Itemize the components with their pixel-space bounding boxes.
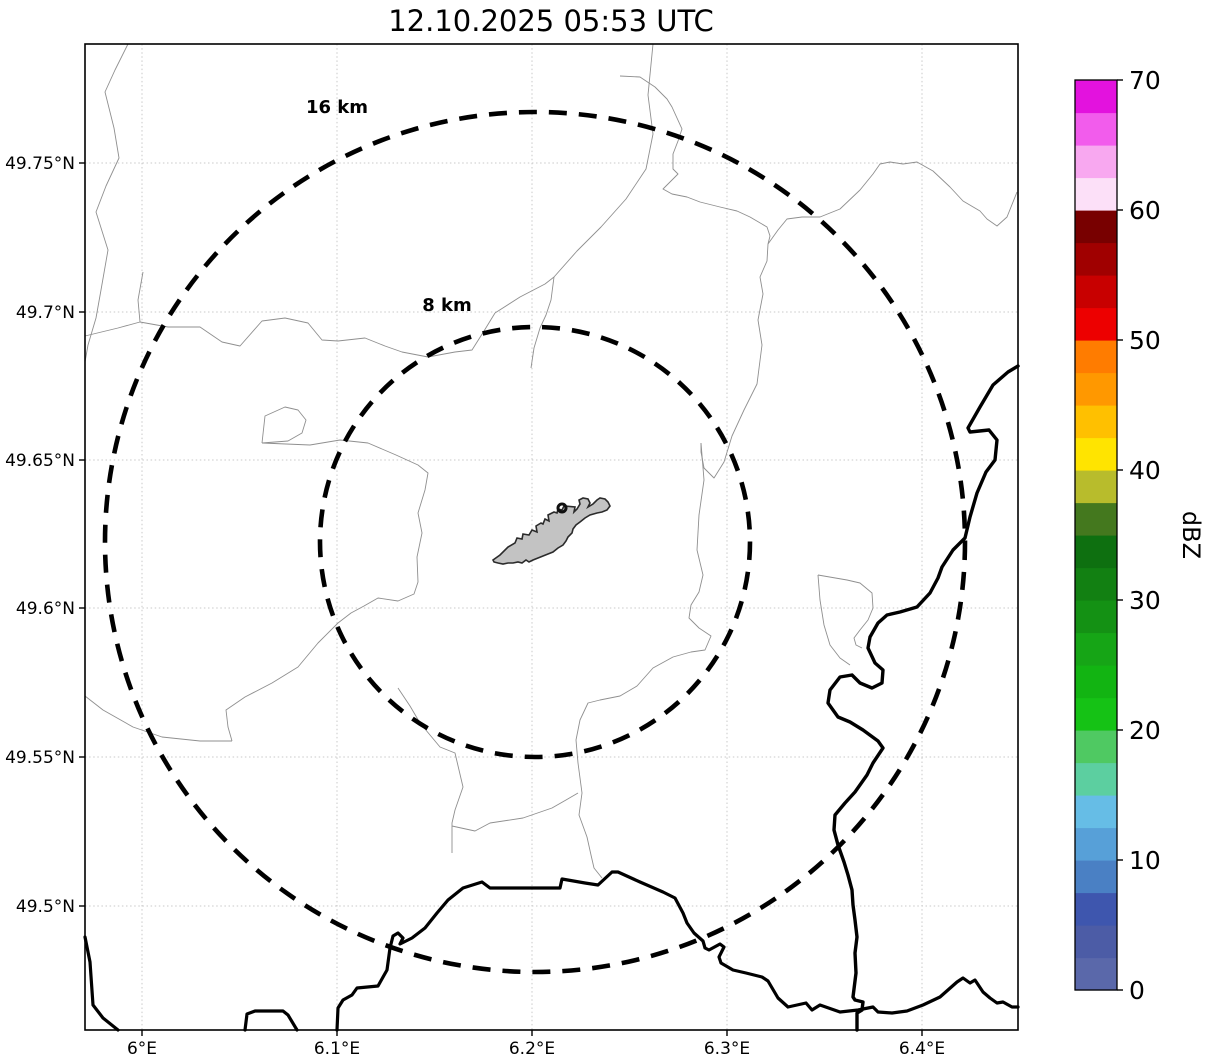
ring-label-16km: 16 km	[306, 97, 368, 118]
river-line-group	[826, 364, 1020, 1032]
airport-outline	[491, 497, 611, 565]
river-moselle-line	[826, 364, 1020, 1032]
x-tick-label: 6.1°E	[314, 1039, 360, 1059]
admin-boundary-line	[817, 574, 874, 649]
colorbar-tick-label: 40	[1129, 456, 1161, 485]
colorbar-tick-label: 20	[1129, 716, 1161, 745]
colorbar-segment	[1075, 177, 1117, 211]
colorbar-tick-label: 60	[1129, 196, 1161, 225]
colorbar-segment	[1075, 925, 1117, 959]
admin-boundary-line	[137, 271, 144, 323]
plot-frame	[84, 43, 1019, 1031]
country-border-line	[243, 1009, 299, 1032]
colorbar-outline	[1074, 79, 1118, 991]
admin-boundary-line	[575, 442, 712, 879]
range-ring-8km	[317, 324, 753, 760]
colorbar-segment	[1075, 502, 1117, 536]
y-tick-label: 49.75°N	[5, 154, 75, 174]
colorbar-segment	[1075, 307, 1117, 341]
admin-boundary-line	[619, 75, 1018, 245]
colorbar-segment	[1075, 827, 1117, 861]
ring-label-8km: 8 km	[422, 295, 472, 316]
colorbar-segment	[1075, 275, 1117, 309]
radar-site-marker	[556, 502, 568, 514]
colorbar-segment	[1075, 145, 1117, 179]
colorbar-segment	[1075, 730, 1117, 764]
country-borders	[83, 870, 1020, 1032]
colorbar-axis-label: dBZ	[1177, 511, 1205, 559]
colorbar-segment	[1075, 665, 1117, 699]
x-tick-label: 6.3°E	[704, 1039, 750, 1059]
plot-title: 12.10.2025 05:53 UTC	[388, 4, 714, 38]
colorbar-segment	[1075, 340, 1117, 374]
colorbar-segment	[1075, 795, 1117, 829]
colorbar-tick-label: 0	[1129, 976, 1145, 1005]
admin-boundary-line	[494, 43, 654, 314]
x-tick-label: 6°E	[127, 1039, 157, 1059]
colorbar-tick-label: 70	[1129, 66, 1161, 95]
colorbar-segment	[1075, 632, 1117, 666]
colorbar-segment	[1075, 112, 1117, 146]
admin-boundary-line	[817, 574, 851, 666]
admin-boundary-line	[225, 439, 429, 742]
admin-boundaries	[84, 43, 1018, 879]
admin-boundary-line	[261, 406, 307, 444]
colorbar-segment	[1075, 567, 1117, 601]
range-ring-16km	[102, 109, 968, 975]
colorbar-segment	[1075, 470, 1117, 504]
admin-boundary-line	[84, 695, 232, 742]
colorbar-segment	[1075, 957, 1117, 991]
colorbar-segment	[1075, 697, 1117, 731]
y-tick-label: 49.55°N	[5, 748, 75, 768]
colorbar-segment	[1075, 892, 1117, 926]
x-tick-label: 6.4°E	[899, 1039, 945, 1059]
colorbar-segment	[1075, 242, 1117, 276]
colorbar-tick-label: 30	[1129, 586, 1161, 615]
admin-boundary-line	[451, 792, 579, 832]
colorbar-tick-label: 50	[1129, 326, 1161, 355]
colorbar-segment	[1075, 80, 1117, 114]
x-axis-labels: 6°E 6.1°E 6.2°E 6.3°E 6.4°E	[127, 1039, 945, 1059]
y-tick-label: 49.65°N	[5, 451, 75, 471]
admin-boundary-line	[530, 276, 555, 369]
x-tick-label: 6.2°E	[509, 1039, 555, 1059]
colorbar: 0 10 20 30 40 50 60 70	[1074, 66, 1161, 1005]
colorbar-tick-label: 10	[1129, 846, 1161, 875]
colorbar-segment	[1075, 437, 1117, 471]
colorbar-segment	[1075, 600, 1117, 634]
admin-boundary-line	[84, 312, 496, 358]
colorbar-segment	[1075, 210, 1117, 244]
y-tick-label: 49.6°N	[16, 599, 75, 619]
admin-boundary-line	[397, 687, 464, 853]
range-rings	[102, 109, 968, 975]
admin-boundary-line	[700, 243, 769, 479]
y-tick-label: 49.7°N	[16, 303, 75, 323]
y-axis-labels: 49.75°N 49.7°N 49.65°N 49.6°N 49.55°N 49.5°N	[5, 154, 75, 917]
y-tick-label: 49.5°N	[16, 897, 75, 917]
colorbar-segment	[1075, 860, 1117, 894]
colorbar-segment	[1075, 535, 1117, 569]
country-border-line	[335, 870, 1020, 1032]
admin-boundary-line	[84, 43, 129, 363]
country-border-line	[83, 935, 120, 1032]
colorbar-segment	[1075, 762, 1117, 796]
colorbar-segment	[1075, 405, 1117, 439]
colorbar-segment	[1075, 372, 1117, 406]
axis-tickmarks	[79, 162, 923, 1036]
